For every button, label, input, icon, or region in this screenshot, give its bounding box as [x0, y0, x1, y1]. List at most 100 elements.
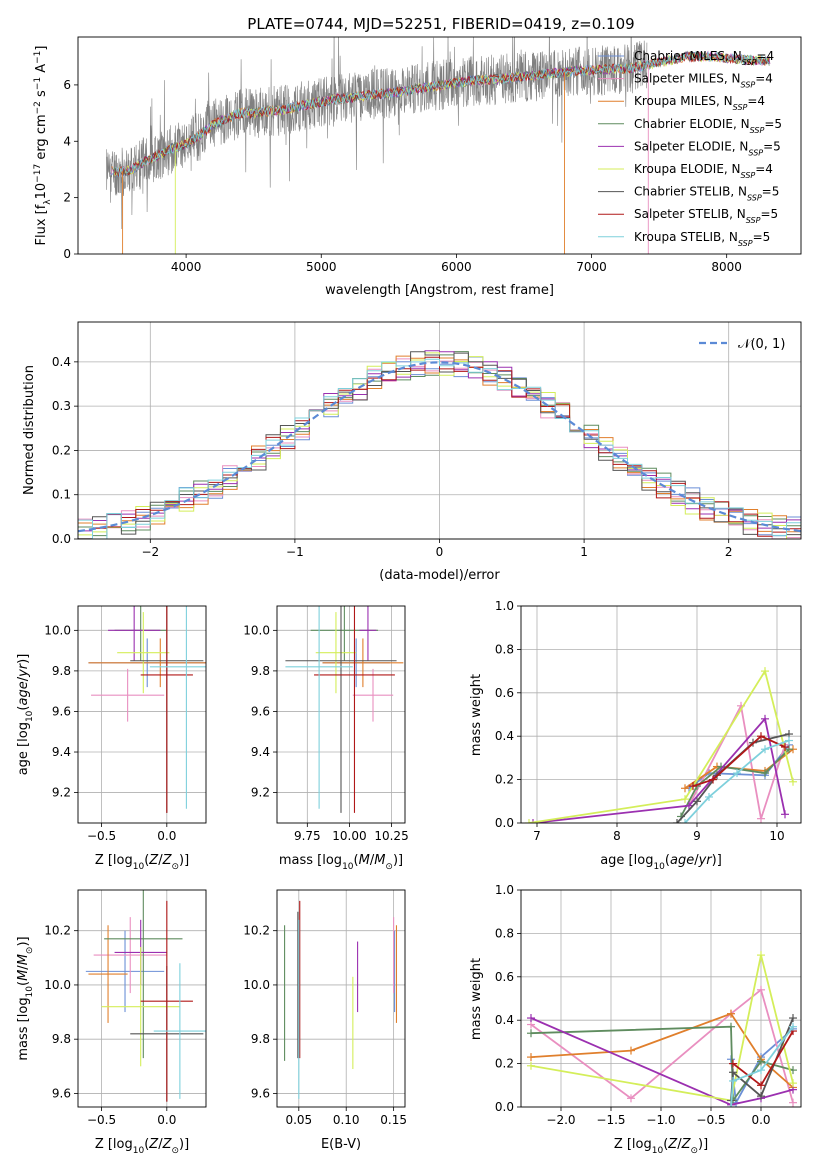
- x-axis-label: (data-model)/error: [379, 568, 500, 583]
- plot-area: [106, 37, 771, 254]
- label-part: A: [34, 64, 49, 77]
- x-tick-label: 0.10: [333, 1113, 360, 1127]
- label-part: −1: [33, 77, 43, 90]
- x-tick-label: 9.75: [294, 829, 321, 843]
- legend-text: Salpeter ELODIE, N: [634, 139, 748, 153]
- axes-frame: [77, 889, 207, 1108]
- label-part: ⊙: [690, 1146, 698, 1156]
- legend-entry: Kroupa MILES, NSSP=4: [634, 94, 765, 112]
- label-part: (: [144, 853, 149, 868]
- legend-text: Chabrier STELIB, N: [634, 185, 747, 199]
- label-part: −2: [33, 101, 43, 114]
- x-tick-label: −0.5: [87, 829, 116, 843]
- mass-weight-line: [530, 1012, 794, 1089]
- label-part: Z [log: [95, 1137, 133, 1152]
- x-tick-label: 0.0: [157, 829, 176, 843]
- label-part: /: [16, 676, 31, 681]
- label-part: M: [16, 954, 31, 965]
- panel-age_vs_mass: 9.75 10.00 10.25 9.2 9.4 9.6 9.8 10.0 mass [log1…: [243, 605, 409, 872]
- y-tick-label: 0.6: [495, 686, 514, 700]
- y-axis-label: mass weight: [469, 674, 484, 756]
- legend-text: =5: [764, 117, 782, 131]
- legend-text: Kroupa STELIB, N: [634, 230, 738, 244]
- label-part: −1: [33, 51, 43, 64]
- x-tick-label: 4000: [171, 260, 202, 274]
- label-part: (: [663, 1137, 668, 1152]
- label-part: λ: [43, 199, 53, 205]
- y-tick-label: 4: [63, 134, 71, 148]
- y-tick-label: 9.4: [251, 745, 270, 759]
- legend-entry: Kroupa ELODIE, NSSP=4: [634, 162, 773, 180]
- legend-text: Chabrier ELODIE, N: [634, 117, 750, 131]
- legend-text: SSP: [733, 103, 748, 112]
- label-part: /: [677, 1137, 682, 1152]
- y-tick-label: 10.0: [44, 623, 71, 637]
- label-part: mass [log: [279, 853, 342, 868]
- x-tick-label: −2.0: [546, 1113, 575, 1127]
- label-part: )]: [712, 853, 722, 868]
- legend-text: =4: [755, 162, 773, 176]
- y-axis-label: mass weight: [469, 958, 484, 1040]
- label-part: ⊙: [171, 1146, 179, 1156]
- label-part: (: [16, 981, 31, 986]
- legend-text: SSP: [742, 58, 757, 67]
- y-tick-label: 0.2: [495, 773, 514, 787]
- label-part: ]: [34, 46, 49, 51]
- x-axis-label: Z [log10(Z/Z⊙)]: [95, 1137, 189, 1156]
- y-axis-label: Normed distribution: [22, 365, 37, 495]
- axes-frame: [276, 889, 406, 1108]
- y-tick-label: 9.8: [251, 664, 270, 678]
- label-part: /: [370, 853, 375, 868]
- plot-area: [88, 606, 206, 813]
- mass-weight-line: [530, 1017, 794, 1106]
- label-part: yr: [16, 662, 31, 678]
- x-tick-label: 10.00: [332, 829, 366, 843]
- label-part: yr: [698, 853, 714, 868]
- y-tick-label: 10.0: [243, 623, 270, 637]
- x-tick-label: 0: [436, 545, 444, 559]
- label-part: age: [16, 681, 31, 705]
- label-part: /: [158, 853, 163, 868]
- x-tick-label: 5000: [306, 260, 337, 274]
- legend-text: SSP: [750, 125, 765, 134]
- label-part: Flux [f: [34, 204, 49, 245]
- y-tick-label: 0.0: [495, 1100, 514, 1114]
- plot-area: [285, 606, 404, 813]
- x-tick-label: −0.5: [696, 1113, 725, 1127]
- y-tick-label: 10.2: [243, 924, 270, 938]
- y-tick-label: 0.2: [52, 443, 71, 457]
- legend-text: Kroupa ELODIE, N: [634, 162, 741, 176]
- mass-weight-line: [530, 988, 794, 1103]
- plot-area: [78, 350, 801, 539]
- x-tick-label: 0.0: [751, 1113, 770, 1127]
- mass-weight-line: [528, 668, 794, 823]
- x-axis-label: age [log10(age/yr)]: [600, 853, 722, 872]
- y-tick-label: 0.4: [495, 729, 514, 743]
- legend-text: Salpeter MILES, N: [634, 72, 741, 86]
- y-tick-label: 10.2: [44, 924, 71, 938]
- label-part: age [log: [16, 722, 31, 775]
- label-part: ⊙: [25, 947, 35, 955]
- x-tick-label: −2: [141, 545, 159, 559]
- label-part: /: [158, 1137, 163, 1152]
- axes-frame: [520, 889, 802, 1108]
- legend-text: SSP: [738, 238, 753, 247]
- label-part: 10: [652, 1146, 664, 1156]
- legend-text: =4: [747, 94, 765, 108]
- x-tick-label: 10.25: [374, 829, 408, 843]
- label-part: erg cm: [34, 114, 49, 163]
- legend-entry: Salpeter STELIB, NSSP=5: [634, 207, 778, 225]
- label-part: 10: [133, 1146, 145, 1156]
- mass-weight-line: [692, 735, 786, 787]
- legend-entry: 𝒩(0, 1): [738, 337, 785, 352]
- y-tick-label: 0.0: [52, 532, 71, 546]
- label-part: Z: [667, 1137, 678, 1152]
- label-part: (: [144, 1137, 149, 1152]
- legend-entry: Chabrier MILES, NSSP=4: [634, 49, 774, 67]
- data-spectrum-line: [106, 37, 648, 230]
- plot-area: [85, 890, 206, 1102]
- y-tick-label: 9.6: [52, 1086, 71, 1100]
- y-tick-label: 2: [63, 191, 71, 205]
